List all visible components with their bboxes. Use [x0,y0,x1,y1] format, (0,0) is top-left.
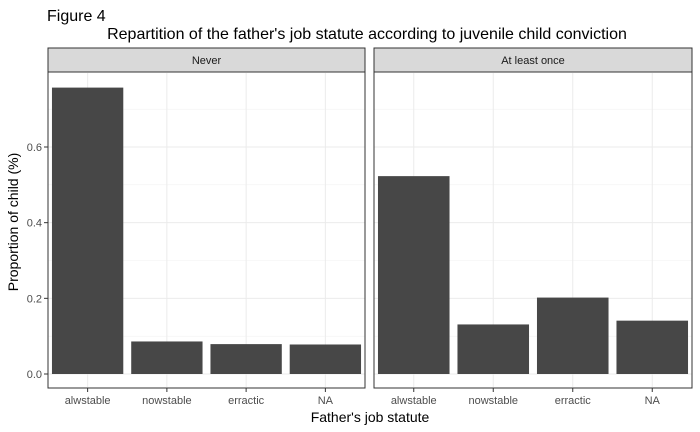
y-tick-label: 0.2 [27,293,42,305]
facet-panel-0: Never alwstable nowstable erractic NA [47,47,366,407]
bar-erractic [536,297,609,374]
panel-border [47,71,366,389]
bar-nowstable [457,324,530,374]
x-tick-label: alwstable [65,395,111,407]
bar-NA [289,344,362,374]
bar-nowstable [131,341,203,374]
facet-panel-1: At least once alwstable nowstable erractic N… [373,47,693,407]
x-tick-label: NA [318,395,334,407]
x-tick-label: alwstable [391,395,437,407]
y-tick-label: 0.0 [27,369,42,381]
bar-alwstable [51,87,124,374]
x-tick-label: nowstable [142,395,192,407]
y-tick-label: 0.4 [27,218,42,230]
y-axis: 0.0 0.2 0.4 0.6 [27,142,48,381]
bar-alwstable [377,176,450,374]
bar-erractic [210,344,282,374]
y-tick-label: 0.6 [27,142,42,154]
x-tick-label: erractic [228,395,265,407]
x-tick-label: erractic [555,395,592,407]
facet-strip-label: Never [192,55,222,67]
x-tick-label: NA [645,395,661,407]
facet-strip [47,47,366,73]
figure-label: Figure 4 [47,8,106,25]
panel-border [373,71,693,389]
chart-title: Repartition of the father's job statute … [107,26,627,43]
bar-NA [616,320,689,374]
facet-strip-label: At least once [501,55,565,67]
x-tick-label: nowstable [468,395,518,407]
x-axis-title: Father's job statute [311,409,430,425]
y-axis-title: Proportion of child (%) [5,153,21,292]
